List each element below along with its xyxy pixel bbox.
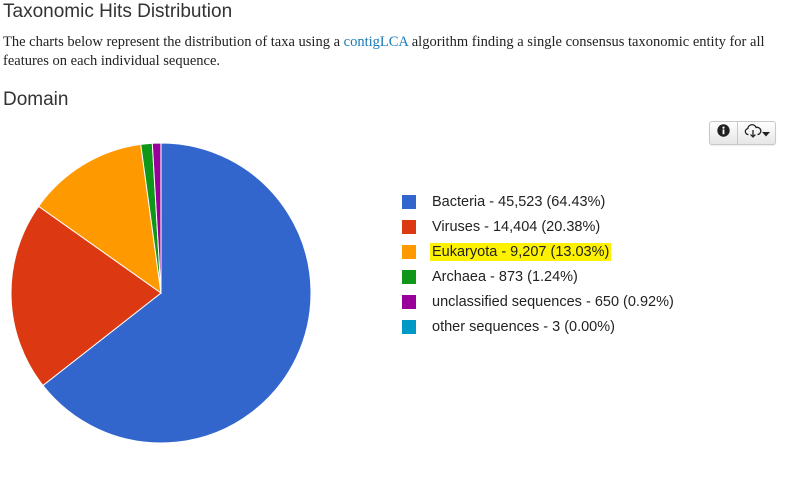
legend-label-eukaryota: Eukaryota - 9,207 (13.03%)	[430, 242, 612, 261]
section-title: Taxonomic Hits Distribution	[3, 1, 233, 22]
description-text-before: The charts below represent the distribut…	[3, 34, 344, 50]
legend-swatch-unclassified-sequences	[402, 294, 416, 309]
legend-swatch-other-sequences	[402, 319, 416, 334]
legend-item-eukaryota[interactable]: Eukaryota - 9,207 (13.03%)	[402, 239, 676, 264]
legend-item-viruses[interactable]: Viruses - 14,404 (20.38%)	[402, 214, 676, 239]
legend-item-bacteria[interactable]: Bacteria - 45,523 (64.43%)	[402, 189, 676, 214]
legend-swatch-archaea	[402, 269, 416, 284]
legend-swatch-viruses	[402, 219, 416, 234]
chart-toolbar	[709, 121, 776, 145]
contiglca-link[interactable]: contigLCA	[343, 34, 409, 50]
legend-item-archaea[interactable]: Archaea - 873 (1.24%)	[402, 264, 676, 289]
info-icon	[717, 124, 730, 142]
legend-label-unclassified-sequences: unclassified sequences - 650 (0.92%)	[432, 293, 674, 310]
legend-label-archaea: Archaea - 873 (1.24%)	[432, 268, 578, 285]
description-text-after: algorithm finding a single consensus tax…	[3, 34, 765, 69]
caret-down-icon	[761, 124, 770, 142]
chart-heading: Domain	[3, 89, 69, 110]
download-dropdown-button[interactable]	[738, 122, 775, 144]
pie-slice-eukaryota[interactable]	[37, 143, 162, 295]
legend-item-unclassified-sequences[interactable]: unclassified sequences - 650 (0.92%)	[402, 289, 676, 314]
legend-swatch-bacteria	[402, 194, 416, 209]
legend-label-viruses: Viruses - 14,404 (20.38%)	[432, 218, 601, 235]
cloud-download-icon	[744, 123, 762, 143]
legend-item-other-sequences[interactable]: other sequences - 3 (0.00%)	[402, 314, 676, 339]
pie-chart	[10, 142, 312, 444]
pie-slice-viruses[interactable]	[10, 205, 162, 387]
description: The charts below represent the distribut…	[3, 33, 783, 71]
pie-slice-bacteria[interactable]	[42, 142, 312, 444]
legend-label-other-sequences: other sequences - 3 (0.00%)	[432, 318, 615, 335]
chart-legend: Bacteria - 45,523 (64.43%) Viruses - 14,4…	[402, 189, 676, 339]
info-button[interactable]	[710, 122, 738, 144]
legend-swatch-eukaryota	[402, 244, 416, 259]
legend-label-bacteria: Bacteria - 45,523 (64.43%)	[432, 193, 606, 210]
